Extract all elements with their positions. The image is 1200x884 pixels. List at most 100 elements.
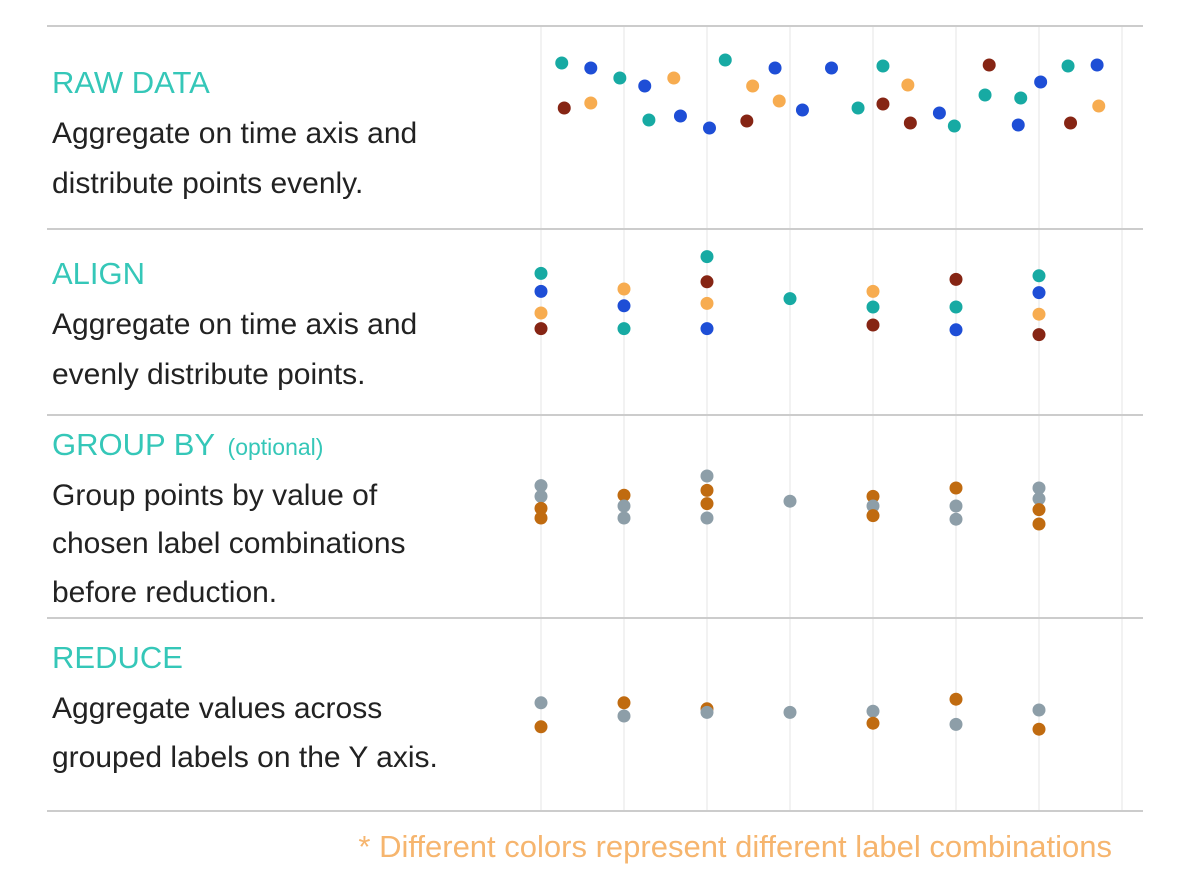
reduce-data-point bbox=[617, 696, 631, 710]
reduce-data-point bbox=[783, 705, 797, 719]
align-data-point bbox=[617, 299, 631, 313]
raw-data-point bbox=[768, 61, 782, 75]
reduce-description-line-2: grouped labels on the Y axis. bbox=[52, 741, 438, 774]
raw-data-point bbox=[1061, 59, 1075, 73]
group-data-point bbox=[949, 512, 963, 526]
align-data-point bbox=[700, 322, 714, 336]
raw-data-point bbox=[638, 79, 652, 93]
raw-data-point bbox=[1014, 91, 1028, 105]
raw-data-point bbox=[1092, 99, 1106, 113]
group-data-point bbox=[534, 511, 548, 525]
align-data-point bbox=[866, 284, 880, 298]
raw-data-description-line-1: Aggregate on time axis and bbox=[52, 117, 417, 150]
raw-data-point bbox=[1034, 75, 1048, 89]
raw-data-point bbox=[795, 103, 809, 117]
group-data-point bbox=[700, 483, 714, 497]
group-data-point bbox=[866, 489, 880, 503]
group-data-point bbox=[1032, 517, 1046, 531]
time-grid bbox=[540, 26, 1123, 811]
group-data-point bbox=[534, 489, 548, 503]
reduce-data-point bbox=[949, 717, 963, 731]
group-data-point bbox=[617, 488, 631, 502]
group-data-point bbox=[866, 509, 880, 523]
align-data-point bbox=[1032, 286, 1046, 300]
align-data-point bbox=[1032, 307, 1046, 321]
align-data-point bbox=[949, 272, 963, 286]
raw-data-point bbox=[555, 56, 569, 70]
reduced-points bbox=[534, 692, 1046, 736]
group-data-point bbox=[949, 481, 963, 495]
group-data-point bbox=[617, 499, 631, 513]
reduce-data-point bbox=[1032, 722, 1046, 736]
group-data-point bbox=[949, 499, 963, 513]
reduce-data-point bbox=[700, 705, 714, 719]
align-data-point bbox=[617, 322, 631, 336]
raw-data-description-line-2: distribute points evenly. bbox=[52, 167, 363, 200]
reduce-data-point bbox=[534, 720, 548, 734]
align-data-point bbox=[949, 300, 963, 314]
raw-data-point bbox=[718, 53, 732, 67]
align-data-point bbox=[534, 306, 548, 320]
raw-data-point bbox=[772, 94, 786, 108]
section-align: ALIGN Aggregate on time axis and evenly … bbox=[52, 256, 417, 391]
group-data-point bbox=[783, 494, 797, 508]
raw-data-point bbox=[978, 88, 992, 102]
section-title-raw-data: RAW DATA bbox=[52, 65, 210, 100]
align-data-point bbox=[866, 300, 880, 314]
reduce-data-point bbox=[949, 692, 963, 706]
raw-data-point bbox=[1064, 116, 1078, 130]
raw-data-point bbox=[901, 78, 915, 92]
group-by-description-line-2: chosen label combinations bbox=[52, 527, 406, 560]
reduce-data-point bbox=[866, 716, 880, 730]
group-data-point bbox=[700, 497, 714, 511]
align-data-point bbox=[617, 282, 631, 296]
group-data-point bbox=[1032, 481, 1046, 495]
raw-data-point bbox=[667, 71, 681, 85]
section-title-group-by-line: GROUP BY (optional) bbox=[52, 427, 323, 462]
raw-data-point bbox=[584, 96, 598, 110]
group-data-point bbox=[866, 499, 880, 513]
raw-data-point bbox=[557, 101, 571, 115]
group-data-point bbox=[700, 511, 714, 525]
align-data-point bbox=[700, 296, 714, 310]
group-by-description-line-1: Group points by value of bbox=[52, 479, 378, 512]
raw-data-point bbox=[903, 116, 917, 130]
raw-data-point bbox=[642, 113, 656, 127]
raw-data-point bbox=[932, 106, 946, 120]
raw-data-point bbox=[947, 119, 961, 133]
align-data-point bbox=[949, 323, 963, 337]
raw-data-point bbox=[1011, 118, 1025, 132]
raw-data-point bbox=[746, 79, 760, 93]
optional-tag: (optional) bbox=[228, 434, 324, 460]
grouped-points bbox=[534, 469, 1046, 531]
footnote: * Different colors represent different l… bbox=[358, 829, 1112, 864]
aligned-points bbox=[534, 250, 1046, 342]
align-data-point bbox=[534, 266, 548, 280]
group-data-point bbox=[700, 469, 714, 483]
reduce-data-point bbox=[1032, 703, 1046, 717]
align-data-point bbox=[1032, 269, 1046, 283]
group-data-point bbox=[534, 479, 548, 493]
raw-data-point bbox=[876, 59, 890, 73]
raw-data-point bbox=[673, 109, 687, 123]
align-data-point bbox=[534, 284, 548, 298]
reduce-data-point bbox=[617, 709, 631, 723]
raw-data-point bbox=[702, 121, 716, 135]
raw-data-point bbox=[613, 71, 627, 85]
raw-data-point bbox=[584, 61, 598, 75]
raw-data-points bbox=[555, 53, 1106, 135]
reduce-data-point bbox=[534, 696, 548, 710]
group-data-point bbox=[617, 511, 631, 525]
raw-data-point bbox=[982, 58, 996, 72]
group-data-point bbox=[1032, 492, 1046, 506]
section-title-reduce: REDUCE bbox=[52, 640, 183, 675]
raw-data-point bbox=[740, 114, 754, 128]
align-description-line-1: Aggregate on time axis and bbox=[52, 308, 417, 341]
reduce-description-line-1: Aggregate values across bbox=[52, 692, 382, 725]
align-data-point bbox=[700, 250, 714, 264]
raw-data-point bbox=[825, 61, 838, 75]
section-raw-data: RAW DATA Aggregate on time axis and dist… bbox=[52, 65, 417, 200]
align-data-point bbox=[866, 318, 880, 332]
raw-data-point bbox=[876, 97, 890, 111]
